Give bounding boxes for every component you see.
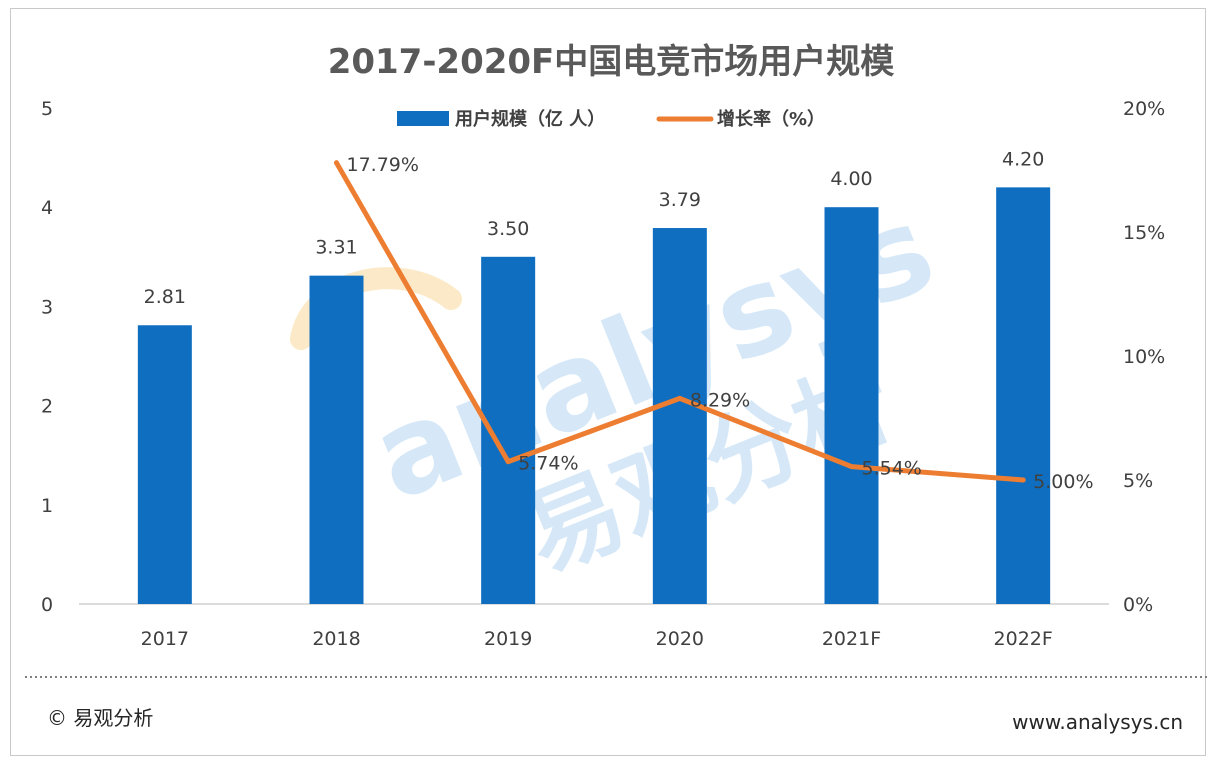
line-value-label: 5.74% — [518, 453, 578, 475]
line-point — [677, 395, 683, 401]
bar-value-label: 3.50 — [487, 218, 529, 240]
right-axis-tick-label: 5% — [1123, 470, 1153, 492]
copyright-text: © 易观分析 — [47, 706, 153, 730]
bar-value-label: 3.31 — [315, 237, 357, 259]
bar — [309, 275, 364, 604]
chart-frame: analysys易观分析 2017-2020F中国电竞市场用户规模 用户规模（亿… — [10, 8, 1207, 756]
bar-value-label: 3.79 — [659, 189, 701, 211]
line-point — [505, 459, 511, 465]
website-text: www.analysys.cn — [1012, 710, 1183, 734]
data-labels: 2.81 3.31 3.50 3.79 4.00 4.20 17.79% 5.74% 8.29%… — [144, 148, 1094, 493]
legend-label-bar: 用户规模（亿 人） — [455, 108, 605, 130]
right-axis-tick-label: 0% — [1123, 594, 1153, 616]
x-axis-tick-label: 2021F — [822, 628, 881, 650]
x-axis-tick-label: 2022F — [994, 628, 1053, 650]
legend-label-line: 增长率（%） — [717, 108, 825, 130]
line-point — [1020, 477, 1026, 483]
left-axis-tick-label: 3 — [41, 296, 53, 318]
bar — [652, 228, 707, 605]
x-axis-tick-label: 2019 — [484, 628, 532, 650]
right-axis-tick-label: 15% — [1123, 222, 1165, 244]
bar-value-label: 4.20 — [1002, 148, 1044, 170]
right-axis-tick-label: 20% — [1123, 98, 1165, 120]
x-axis-tick-label: 2020 — [656, 628, 704, 650]
bar — [996, 187, 1051, 605]
right-axis-tick-label: 10% — [1123, 346, 1165, 368]
bar-value-label: 4.00 — [830, 168, 872, 190]
left-axis-tick-label: 0 — [41, 594, 53, 616]
left-axis-tick-label: 1 — [41, 495, 53, 517]
line-value-label: 17.79% — [347, 154, 419, 176]
bar-value-label: 2.81 — [144, 286, 186, 308]
chart-canvas: analysys易观分析 2017-2020F中国电竞市场用户规模 用户规模（亿… — [25, 42, 1207, 734]
left-axis-tick-label: 4 — [41, 197, 53, 219]
legend: 用户规模（亿 人） 增长率（%） — [397, 108, 825, 130]
line-series — [334, 160, 1026, 483]
x-axis-tick-label: 2018 — [312, 628, 360, 650]
chart-title: 2017-2020F中国电竞市场用户规模 — [328, 42, 895, 82]
line-point — [334, 160, 339, 166]
x-axis-tick-label: 2017 — [141, 628, 189, 650]
left-axis-tick-label: 2 — [41, 396, 53, 418]
left-axis-tick-label: 5 — [41, 98, 53, 120]
axes: 0 1 2 3 4 5 0% 5% 10% 15% 20% 2017 2018 2019 2020 2021F… — [41, 98, 1165, 650]
legend-swatch-bar — [397, 111, 449, 126]
bar — [137, 325, 192, 604]
line-point — [849, 464, 854, 470]
bar — [824, 207, 879, 604]
bar-series — [137, 187, 1051, 605]
line-value-label: 5.00% — [1033, 471, 1093, 493]
line-value-label: 8.29% — [690, 389, 750, 411]
line-value-label: 5.54% — [862, 458, 922, 480]
